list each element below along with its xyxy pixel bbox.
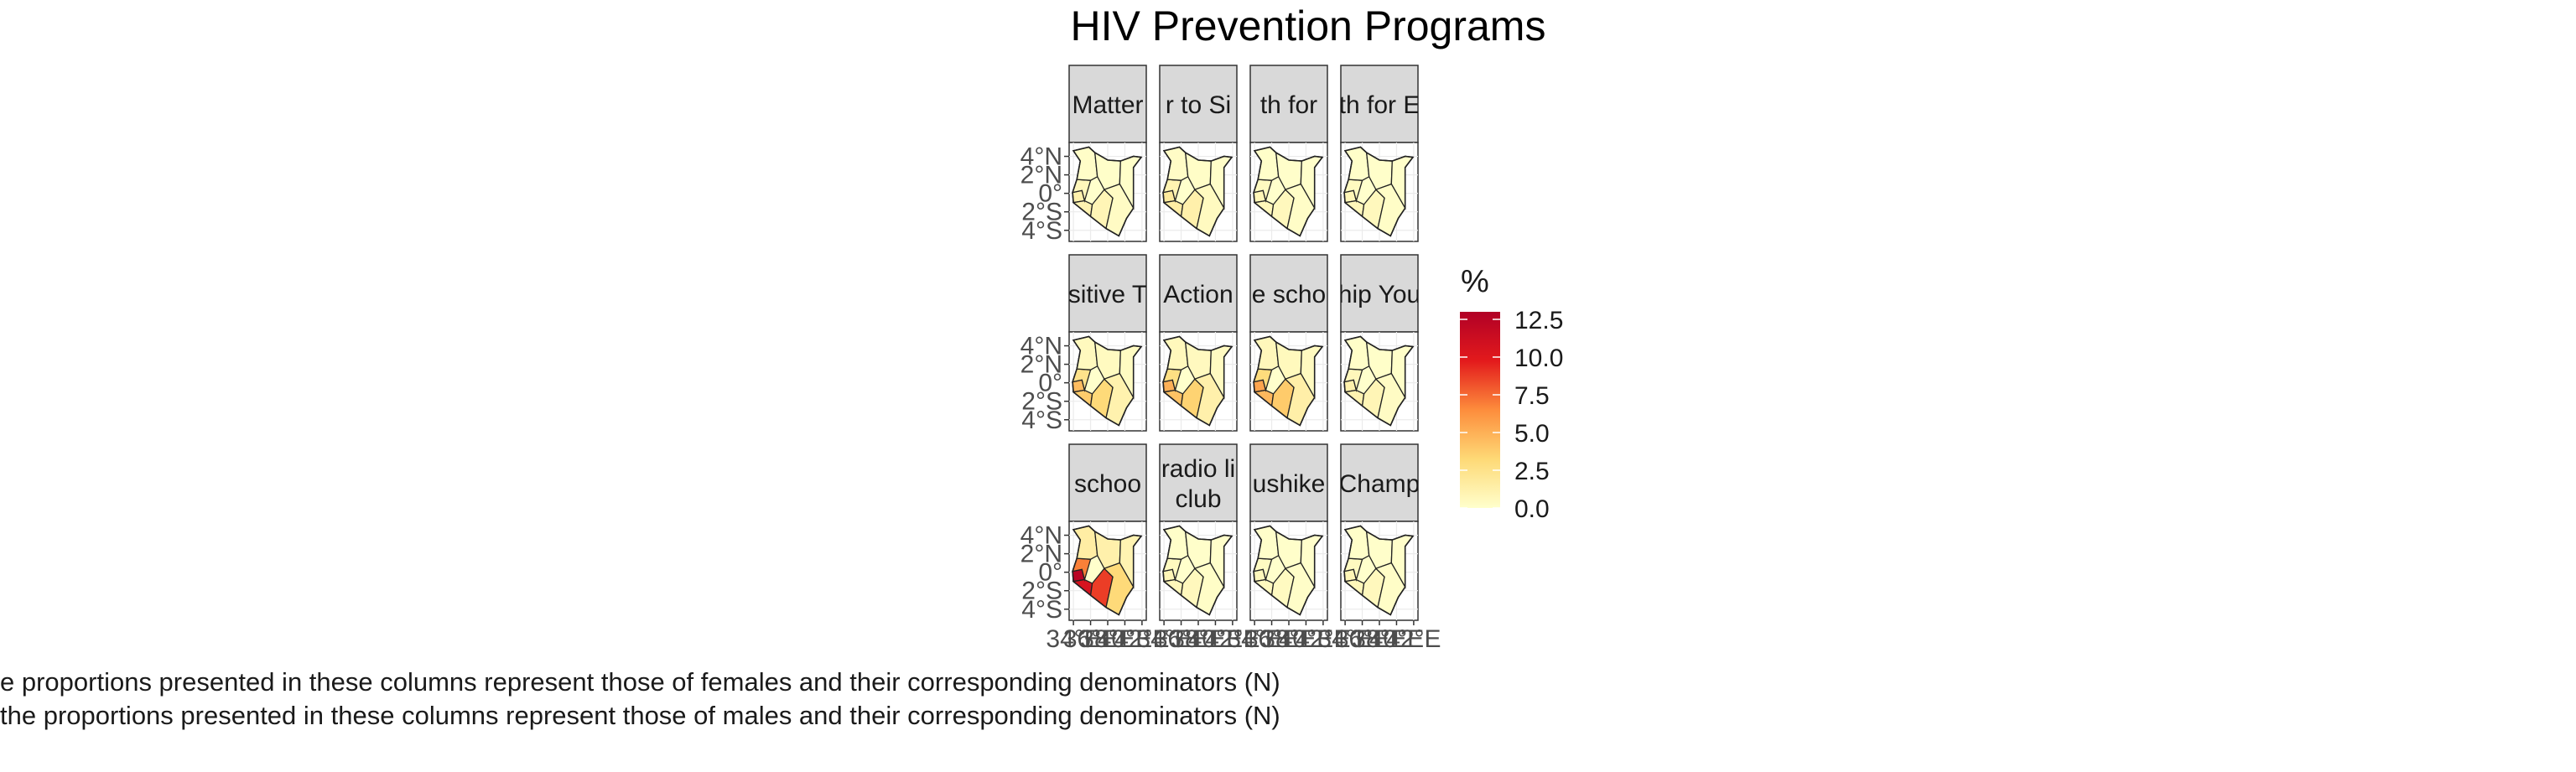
country-outline — [1253, 335, 1324, 427]
facet-label: hip You — [1338, 281, 1420, 308]
x-tick-label: 42°E — [1114, 625, 1169, 653]
facet-panel: th for — [1249, 65, 1328, 242]
facet-panel: Champ 34°E36°E38°E40°E42°E — [1317, 443, 1441, 653]
facet-label: Matter — [1072, 91, 1143, 119]
facet-strip — [1340, 443, 1419, 522]
country-outline — [1253, 146, 1324, 237]
x-tick-label: 42°E — [1296, 625, 1350, 653]
chart-title: HIV Prevention Programs — [1071, 3, 1546, 49]
legend: % 12.5 10.0 7.5 5.0 2.5 0.0 — [1460, 264, 1563, 523]
y-tick-label: 2°N — [1021, 541, 1062, 568]
x-tick-label: 34°E — [1136, 625, 1191, 653]
facet-panel: Action — [1159, 254, 1238, 432]
x-tick-label: 40°E — [1098, 625, 1152, 653]
footnote-female: e proportions presented in these columns… — [0, 667, 1442, 697]
x-tick-label: 36°E — [1154, 625, 1208, 653]
y-tick-label: 4°N — [1021, 143, 1062, 171]
legend-tick-label: 5.0 — [1514, 420, 1550, 448]
facet-strip — [1068, 254, 1147, 333]
country-outline — [1343, 146, 1415, 237]
country-outline — [1072, 146, 1143, 237]
x-tick-label: 40°E — [1279, 625, 1333, 653]
facet-label: r to Si — [1166, 91, 1231, 119]
facet-label: ushike — [1253, 470, 1326, 498]
facet-panel: r to Si — [1159, 65, 1238, 242]
x-tick-label: 42°E — [1205, 625, 1259, 653]
facet-label: e scho — [1252, 281, 1326, 308]
facet-strip — [1249, 443, 1328, 522]
facet-panel: sitive T4°N2°N0°2°S4°S — [1021, 254, 1147, 434]
facet-label: Champ — [1339, 470, 1420, 498]
y-tick-label: 4°N — [1021, 522, 1062, 550]
x-tick-label: 36°E — [1063, 625, 1118, 653]
x-tick-label: 40°E — [1188, 625, 1243, 653]
facet-label: club — [1175, 485, 1221, 513]
legend-tick-label: 2.5 — [1514, 458, 1550, 485]
facet-panel: Matter 4°N2°N0°2°S4°S — [1021, 65, 1147, 245]
facet-strip — [1159, 65, 1238, 143]
facet-strip — [1340, 254, 1419, 333]
x-tick-label: 38°E — [1171, 625, 1225, 653]
y-tick-label: 4°N — [1021, 333, 1062, 360]
legend-title: % — [1461, 264, 1489, 299]
country-outline — [1162, 335, 1233, 427]
legend-tick-label: 0.0 — [1514, 495, 1550, 523]
country-outline — [1162, 146, 1233, 237]
y-tick-label: 2°S — [1021, 388, 1062, 416]
facet-panel: hip You — [1338, 254, 1420, 432]
footnote-male: the proportions presented in these colum… — [0, 701, 1442, 731]
x-tick-label: 36°E — [1244, 625, 1299, 653]
y-tick-label: 2°S — [1021, 578, 1062, 605]
facet-label: th for E — [1339, 91, 1420, 119]
country-outline — [1072, 335, 1143, 427]
y-tick-label: 4°S — [1021, 217, 1062, 245]
y-tick-label: 0° — [1038, 180, 1062, 208]
country-outline — [1343, 525, 1415, 616]
facet-panel: ushike 34°E36°E38°E40°E42°E — [1227, 443, 1351, 653]
facet-label: Action — [1163, 281, 1233, 308]
y-tick-label: 2°N — [1021, 351, 1062, 379]
x-tick-label: 42°E — [1386, 625, 1441, 653]
x-tick-label: 34°E — [1227, 625, 1281, 653]
x-tick-label: 34°E — [1046, 625, 1100, 653]
facet-panel: e scho — [1249, 254, 1328, 432]
legend-tick-label: 12.5 — [1514, 307, 1563, 334]
country-outline — [1343, 335, 1415, 427]
facet-strip — [1340, 65, 1419, 143]
facet-panel: th for E — [1339, 65, 1420, 242]
country-outline — [1253, 525, 1324, 616]
facet-label: radio li — [1161, 455, 1235, 483]
x-tick-label: 38°E — [1080, 625, 1135, 653]
country-outline — [1072, 525, 1143, 616]
facet-strip — [1068, 443, 1147, 522]
y-tick-label: 0° — [1038, 559, 1062, 587]
facet-strip — [1068, 65, 1147, 143]
y-tick-label: 4°S — [1021, 407, 1062, 434]
footnote-female-text: e proportions presented in these columns… — [0, 667, 1280, 697]
facet-label: schoo — [1074, 470, 1141, 498]
legend-colorbar — [1460, 312, 1500, 508]
facet-label: sitive T — [1068, 281, 1147, 308]
y-tick-label: 2°S — [1021, 199, 1062, 226]
x-tick-label: 36°E — [1335, 625, 1389, 653]
facet-label: th for — [1260, 91, 1317, 119]
y-tick-label: 2°N — [1021, 162, 1062, 189]
x-tick-label: 40°E — [1369, 625, 1424, 653]
legend-tick-label: 7.5 — [1514, 382, 1550, 410]
facet-strip — [1159, 254, 1238, 333]
x-tick-label: 34°E — [1317, 625, 1372, 653]
y-tick-label: 0° — [1038, 370, 1062, 397]
x-tick-label: 38°E — [1261, 625, 1316, 653]
facet-strip — [1249, 254, 1328, 333]
footnote-male-text: the proportions presented in these colum… — [0, 701, 1280, 730]
y-tick-label: 4°S — [1021, 596, 1062, 624]
country-outline — [1162, 525, 1233, 616]
x-tick-label: 38°E — [1352, 625, 1406, 653]
facet-panel: schoo 4°N2°N0°2°S4°S34°E36°E38°E40°E42°E — [1021, 443, 1170, 653]
legend-tick-label: 10.0 — [1514, 345, 1563, 372]
